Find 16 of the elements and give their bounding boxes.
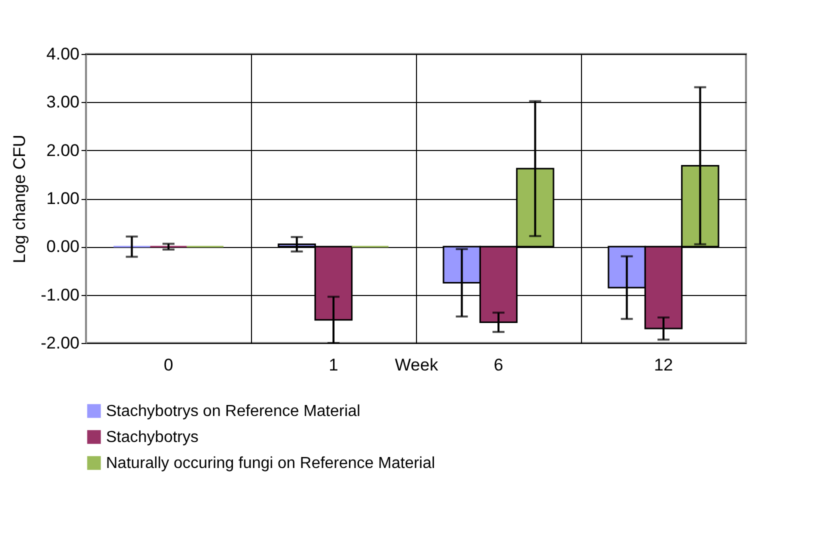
x-axis-title: Week (394, 356, 439, 374)
y-tick-label: 1.00 (46, 189, 80, 208)
legend-label: Naturally occuring fungi on Reference Material (106, 455, 436, 472)
y-axis-title: Log change CFU (10, 134, 29, 264)
y-tick-label: 2.00 (46, 140, 80, 160)
x-tick-label: 12 (654, 356, 673, 374)
y-tick-label: 0.00 (46, 237, 80, 256)
y-tick-label: -1.00 (40, 285, 80, 304)
legend-label: Stachybotrys on Reference Material (106, 403, 360, 420)
y-tick-label: -2.00 (40, 334, 80, 352)
legend-label: Stachybotrys (106, 429, 198, 446)
y-tick-label: 3.00 (46, 92, 80, 112)
x-tick-label: 0 (164, 356, 174, 374)
x-tick-label: 6 (494, 356, 504, 374)
y-tick-label: 4.00 (46, 44, 80, 64)
x-tick-label: 1 (328, 356, 338, 374)
